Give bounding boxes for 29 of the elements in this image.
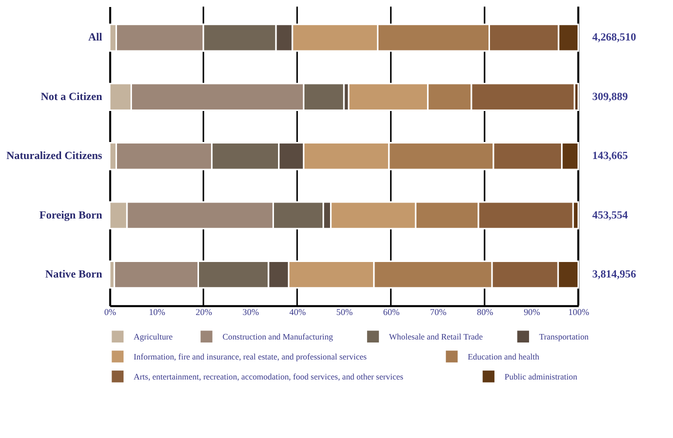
x-tick-label: 100%: [568, 307, 590, 318]
x-tick-label: 80%: [476, 307, 494, 318]
legend-label: Construction and Manufacturing: [222, 332, 334, 342]
y-tick-label: Native Born: [45, 268, 102, 281]
y-tick-label: Naturalized Citizens: [6, 150, 102, 162]
legend-label: Wholesale and Retail Trade: [388, 332, 484, 342]
x-tick-label: 90%: [524, 307, 541, 318]
x-tick-label: 30%: [242, 307, 260, 318]
text: 309,889: [592, 90, 628, 103]
legend-label: Education and health: [468, 352, 540, 362]
text: 453,554: [592, 209, 628, 222]
y-tick-label: Foreign Born: [39, 209, 102, 222]
x-tick-label: 10%: [148, 307, 166, 318]
x-tick-label: 20%: [196, 307, 213, 318]
text: 143,665: [592, 150, 628, 162]
x-tick-label: 0%: [104, 307, 117, 318]
legend-label: Transportation: [539, 332, 590, 342]
text: 3,814,956: [592, 268, 637, 281]
legend-label: Public administration: [504, 371, 578, 382]
legend-label: Arts, entertainment, recreation, accomodation, food services, and other services: [134, 371, 404, 382]
text: 4,268,510: [592, 32, 637, 44]
legend-label: Information, fire and insurance, real estate, and professional services: [134, 352, 367, 362]
x-tick-label: 40%: [289, 307, 306, 318]
legend-label: Agriculture: [134, 332, 173, 342]
y-tick-label: Not a Citizen: [40, 90, 102, 103]
y-tick-label: All: [88, 32, 102, 44]
x-tick-label: 70%: [430, 307, 447, 318]
x-tick-label: 50%: [336, 307, 354, 318]
x-tick-label: 60%: [383, 307, 400, 318]
